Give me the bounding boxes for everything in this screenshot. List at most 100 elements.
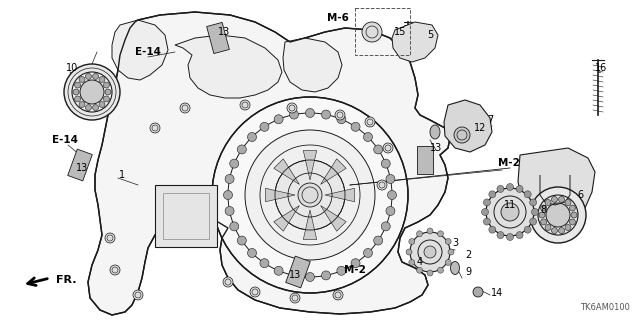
Polygon shape: [155, 185, 217, 247]
Circle shape: [237, 236, 246, 245]
Circle shape: [180, 103, 190, 113]
Circle shape: [417, 231, 422, 237]
Circle shape: [529, 199, 536, 206]
Circle shape: [245, 130, 375, 260]
Circle shape: [409, 260, 415, 266]
Ellipse shape: [451, 261, 460, 275]
Circle shape: [506, 234, 513, 241]
Text: 3: 3: [452, 238, 458, 248]
Circle shape: [104, 96, 109, 102]
Circle shape: [79, 101, 85, 108]
Ellipse shape: [430, 125, 440, 139]
Polygon shape: [88, 12, 450, 315]
Circle shape: [248, 132, 257, 141]
Circle shape: [539, 212, 545, 218]
Circle shape: [559, 196, 564, 203]
Circle shape: [250, 287, 260, 297]
Circle shape: [333, 290, 343, 300]
Circle shape: [552, 228, 557, 234]
Text: 7: 7: [487, 115, 493, 125]
Text: 12: 12: [474, 123, 486, 133]
Polygon shape: [303, 150, 317, 180]
Circle shape: [570, 219, 575, 225]
Circle shape: [545, 225, 551, 230]
Circle shape: [212, 97, 408, 293]
Circle shape: [410, 232, 450, 272]
Text: 15: 15: [394, 27, 406, 37]
Text: 4: 4: [417, 257, 423, 267]
Text: M-2: M-2: [344, 265, 366, 275]
Circle shape: [75, 96, 81, 102]
Circle shape: [321, 110, 330, 119]
Circle shape: [406, 249, 412, 255]
Text: 2: 2: [465, 250, 471, 260]
Circle shape: [305, 273, 314, 282]
Text: 14: 14: [491, 288, 503, 298]
Circle shape: [337, 266, 346, 275]
Circle shape: [377, 180, 387, 190]
Circle shape: [489, 226, 496, 233]
Circle shape: [289, 110, 298, 119]
Text: 11: 11: [504, 200, 516, 210]
Circle shape: [85, 73, 92, 79]
Circle shape: [223, 190, 232, 199]
Circle shape: [516, 232, 523, 239]
Circle shape: [225, 174, 234, 183]
Circle shape: [565, 225, 571, 230]
Circle shape: [287, 103, 297, 113]
Text: 10: 10: [66, 63, 78, 73]
Circle shape: [374, 236, 383, 245]
Circle shape: [240, 100, 250, 110]
Circle shape: [424, 246, 436, 258]
Circle shape: [93, 73, 99, 79]
Polygon shape: [175, 35, 282, 98]
Text: 9: 9: [465, 267, 471, 277]
Circle shape: [386, 174, 395, 183]
Circle shape: [497, 185, 504, 192]
Circle shape: [552, 196, 557, 203]
Circle shape: [351, 122, 360, 131]
Text: M-6: M-6: [327, 13, 349, 23]
Circle shape: [417, 267, 422, 273]
Circle shape: [248, 249, 257, 258]
Circle shape: [275, 160, 345, 230]
Circle shape: [99, 76, 105, 83]
Circle shape: [223, 277, 233, 287]
Circle shape: [387, 190, 397, 199]
Polygon shape: [207, 22, 229, 53]
Circle shape: [230, 222, 239, 231]
Text: 5: 5: [427, 30, 433, 40]
Polygon shape: [321, 159, 346, 184]
Circle shape: [230, 159, 239, 168]
Circle shape: [289, 271, 298, 280]
Polygon shape: [274, 206, 300, 231]
Circle shape: [545, 199, 551, 205]
Polygon shape: [325, 188, 355, 202]
Circle shape: [85, 105, 92, 111]
Text: 13: 13: [218, 27, 230, 37]
Circle shape: [99, 101, 105, 108]
Text: 6: 6: [577, 190, 583, 200]
Circle shape: [337, 115, 346, 124]
Circle shape: [559, 228, 564, 234]
Polygon shape: [518, 148, 595, 220]
Polygon shape: [285, 256, 310, 288]
Circle shape: [72, 72, 112, 112]
Text: 1: 1: [119, 170, 125, 180]
Circle shape: [473, 287, 483, 297]
Circle shape: [570, 205, 575, 211]
Circle shape: [541, 205, 547, 211]
Circle shape: [362, 22, 382, 42]
Circle shape: [438, 231, 444, 237]
Circle shape: [571, 212, 577, 218]
Circle shape: [105, 233, 115, 243]
Polygon shape: [417, 146, 433, 174]
Text: 13: 13: [430, 143, 442, 153]
Circle shape: [104, 82, 109, 88]
Circle shape: [481, 209, 488, 215]
Circle shape: [150, 123, 160, 133]
Circle shape: [483, 218, 490, 225]
Polygon shape: [321, 206, 346, 231]
Circle shape: [524, 191, 531, 198]
Text: 16: 16: [595, 63, 607, 73]
